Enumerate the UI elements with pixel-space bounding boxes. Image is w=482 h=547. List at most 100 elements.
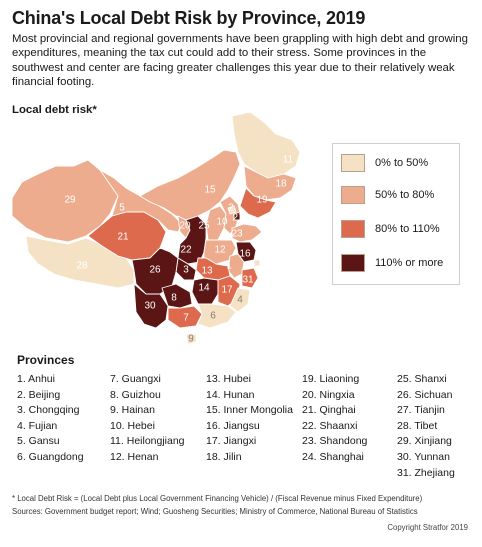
province-shaanxi (177, 215, 207, 265)
province-list-item: 22. Shaanxi (302, 419, 358, 432)
map-number: 15 (204, 185, 216, 196)
province-shanghai (253, 259, 261, 267)
province-list-item: 20. Ningxia (302, 388, 355, 401)
province-list-item: 2. Beijing (17, 388, 61, 401)
footnote: * Local Debt Risk = (Local Debt plus Loc… (12, 493, 422, 518)
legend-item: 0% to 50% (341, 154, 428, 172)
map-number: 31 (242, 275, 254, 286)
province-list-item: 6. Guangdong (17, 450, 84, 463)
province-list-item: 15. Inner Mongolia (206, 404, 293, 417)
province-beijing (227, 205, 237, 215)
map-label: Local debt risk* (12, 104, 97, 116)
province-list-item: 28. Tibet (397, 419, 438, 432)
legend-label: 50% to 80% (375, 189, 435, 201)
map-number: 1 (226, 261, 232, 272)
provinces-column-1: 1. Anhui 2. Beijing 3. Chongqing 4. Fuji… (17, 372, 84, 466)
map-number: 16 (239, 249, 251, 260)
province-list-item: 5. Gansu (17, 435, 60, 448)
page-title: China's Local Debt Risk by Province, 201… (12, 8, 366, 28)
province-guangdong (197, 303, 237, 329)
map-number: 8 (171, 293, 177, 304)
map-number: 12 (214, 245, 226, 256)
province-list-item: 4. Fujian (17, 419, 58, 432)
province-list-item: 7. Guangxi (110, 373, 161, 385)
province-list-item: 21. Qinghai (302, 404, 356, 417)
province-list-item: 16. Jiangsu (206, 419, 260, 432)
page-subtitle: Most provincial and regional governments… (12, 33, 468, 88)
map-number: 2 (228, 203, 234, 214)
province-list-item: 3. Chongqing (17, 404, 80, 417)
province-list-item: 11. Heilongjiang (110, 435, 185, 448)
province-hainan (185, 333, 197, 345)
province-list-item: 17. Jiangxi (206, 435, 257, 448)
legend-swatch (341, 154, 365, 172)
map-number: 4 (237, 295, 243, 306)
map-number: 18 (275, 179, 287, 190)
legend-label: 80% to 110% (375, 223, 440, 235)
legend-item: 80% to 110% (341, 220, 440, 238)
map-number: 13 (201, 266, 213, 277)
map-number: 17 (221, 285, 233, 296)
province-fujian (229, 287, 251, 313)
legend-label: 110% or more (375, 257, 444, 269)
footnote-definition: * Local Debt Risk = (Local Debt plus Loc… (12, 494, 423, 503)
legend-item: 50% to 80% (341, 186, 434, 204)
province-inner-mongolia (139, 149, 241, 221)
province-list-item: 26. Sichuan (397, 388, 453, 401)
map-number: 9 (188, 334, 194, 345)
map-number: 22 (180, 245, 192, 256)
provinces-column-2: 7. Guangxi 8. Guizhou 9. Hainan 10. Hebe… (110, 372, 185, 466)
map-number: 11 (283, 155, 294, 166)
province-shandong (231, 223, 263, 243)
provinces-column-5: 25. Shanxi 26. Sichuan 27. Tianjin 28. T… (397, 372, 455, 481)
map-number: 27 (232, 213, 244, 224)
province-list-item: 1. Anhui (17, 373, 55, 385)
provinces-column-4: 19. Liaoning 20. Ningxia 21. Qinghai 22.… (302, 372, 367, 466)
province-liaoning (239, 187, 277, 219)
province-hunan (191, 277, 219, 305)
legend-swatch (341, 254, 365, 272)
map-number: 20 (179, 221, 191, 232)
province-sichuan (131, 247, 179, 295)
province-gansu (99, 169, 183, 233)
province-list-item: 24. Shanghai (302, 450, 364, 463)
copyright: Copyright Stratfor 2019 (387, 523, 468, 532)
province-zhejiang (241, 267, 259, 289)
provinces-column-3: 13. Hubei 14. Hunan 15. Inner Mongolia 1… (206, 372, 293, 466)
map-number: 3 (183, 265, 189, 276)
province-list-item: 29. Xinjiang (397, 435, 452, 448)
province-heilongjiang (231, 111, 301, 179)
province-tianjin (233, 211, 241, 221)
map-number: 26 (149, 265, 161, 276)
province-list-item: 13. Hubei (206, 373, 251, 385)
province-list-item: 25. Shanxi (397, 373, 447, 385)
map-legend: 0% to 50% 50% to 80% 80% to 110% 110% or… (332, 143, 460, 285)
map-number: 5 (119, 203, 125, 214)
map-number: 6 (210, 311, 216, 322)
map-number: 14 (198, 283, 210, 294)
province-list-item: 14. Hunan (206, 388, 255, 401)
province-guangxi (167, 305, 203, 329)
legend-swatch (341, 186, 365, 204)
province-list-item: 8. Guizhou (110, 388, 161, 401)
province-list-item: 10. Hebei (110, 419, 155, 432)
map-number: 30 (144, 301, 156, 312)
province-list-item: 19. Liaoning (302, 373, 360, 385)
footnote-sources: Sources: Government budget report; Wind;… (12, 506, 418, 516)
map-number: 25 (198, 221, 210, 232)
legend-item: 110% or more (341, 254, 443, 272)
map-number: 28 (76, 261, 88, 272)
legend-label: 0% to 50% (375, 157, 429, 169)
province-jilin (243, 165, 297, 201)
province-hebei (219, 195, 241, 235)
province-list-item: 12. Henan (110, 450, 159, 463)
province-shanxi (205, 205, 227, 241)
province-list-item: 18. Jilin (206, 450, 242, 463)
map-number: 29 (64, 195, 76, 206)
province-list-item: 9. Hainan (110, 404, 155, 417)
province-list-item: 23. Shandong (302, 435, 368, 448)
map-number: 7 (183, 313, 189, 324)
map-number: 21 (117, 232, 129, 243)
china-province-map: 1 2 3 4 5 6 7 8 9 10 11 12 13 14 15 16 1… (11, 111, 301, 345)
province-list-item: 27. Tianjin (397, 404, 445, 417)
